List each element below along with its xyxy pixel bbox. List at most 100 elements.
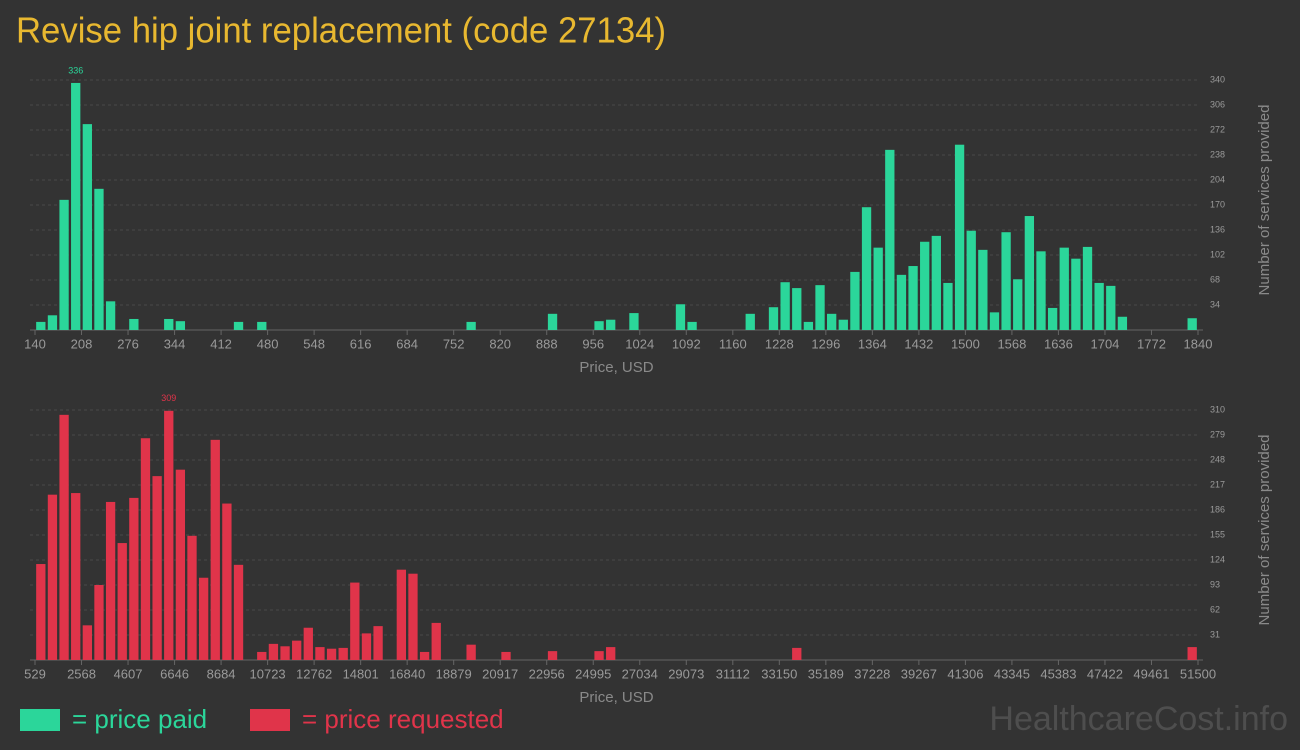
x-tick-label: 35189 — [808, 666, 844, 681]
bar — [233, 321, 244, 330]
bar — [187, 535, 197, 660]
y-tick-label: 31 — [1210, 629, 1220, 639]
y-tick-label: 62 — [1210, 604, 1220, 614]
bar — [547, 651, 558, 660]
bar — [175, 469, 186, 660]
x-tick-label: 4607 — [114, 666, 143, 681]
bar — [931, 235, 941, 330]
bar — [47, 494, 58, 660]
bar — [373, 626, 383, 660]
bar — [59, 414, 69, 660]
x-tick-label: 752 — [443, 336, 465, 351]
y-tick-label: 238 — [1210, 149, 1225, 159]
y-tick-label: 34 — [1210, 299, 1220, 309]
bar — [1082, 246, 1093, 330]
x-tick-label: 1024 — [625, 336, 654, 351]
bar — [547, 313, 558, 330]
bar — [198, 577, 209, 660]
bar — [94, 188, 104, 330]
bar — [233, 564, 244, 660]
x-axis-label: Price, USD — [579, 689, 653, 706]
x-tick-label: 344 — [164, 336, 186, 351]
bar — [210, 439, 220, 660]
bar — [257, 651, 267, 660]
bar — [792, 288, 802, 330]
y-tick-label: 93 — [1210, 579, 1220, 589]
bar — [594, 321, 604, 330]
x-tick-label: 6646 — [160, 666, 189, 681]
x-tick-label: 37228 — [854, 666, 890, 681]
bar — [257, 321, 267, 330]
bar — [36, 564, 46, 660]
bar — [466, 644, 476, 660]
x-tick-label: 1568 — [997, 336, 1026, 351]
bar — [989, 312, 1000, 330]
bar — [82, 124, 92, 330]
bar — [745, 313, 755, 330]
bar — [105, 501, 116, 660]
bar — [326, 648, 337, 660]
x-tick-label: 412 — [210, 336, 232, 351]
x-tick-label: 529 — [24, 666, 46, 681]
bar — [47, 315, 58, 330]
bar — [466, 321, 476, 330]
x-tick-label: 18879 — [436, 666, 472, 681]
legend-swatch — [250, 709, 290, 731]
x-axis-label: Price, USD — [579, 359, 653, 376]
bar — [1187, 647, 1197, 660]
bar — [954, 144, 965, 330]
bar — [978, 249, 988, 330]
x-tick-label: 140 — [24, 336, 46, 351]
watermark: HealthcareCost.info — [989, 700, 1288, 738]
bar — [838, 319, 848, 330]
bar — [606, 647, 616, 660]
bar — [268, 643, 279, 660]
bar — [117, 543, 127, 660]
bar — [1094, 282, 1104, 330]
bar — [629, 313, 639, 330]
x-tick-label: 1092 — [672, 336, 701, 351]
y-tick-label: 272 — [1210, 124, 1225, 134]
x-tick-label: 39267 — [901, 666, 937, 681]
y-tick-label: 340 — [1210, 74, 1225, 84]
y-tick-label: 204 — [1210, 174, 1225, 184]
bar — [1071, 258, 1081, 330]
bar — [338, 647, 348, 660]
bar — [594, 651, 604, 660]
bar — [164, 318, 174, 330]
legend-swatch — [20, 709, 60, 731]
x-tick-label: 548 — [303, 336, 325, 351]
bar — [966, 230, 976, 330]
x-tick-label: 27034 — [622, 666, 658, 681]
bar — [768, 307, 779, 330]
x-tick-label: 33150 — [761, 666, 797, 681]
bar — [1106, 285, 1116, 330]
bar — [361, 633, 372, 660]
bar — [1024, 216, 1035, 330]
bar — [687, 321, 697, 330]
bar — [885, 149, 895, 330]
y-axis-label: Number of services provided — [1256, 435, 1273, 626]
bar — [920, 241, 930, 330]
x-tick-label: 1704 — [1090, 336, 1119, 351]
bar — [908, 266, 918, 330]
x-tick-label: 16840 — [389, 666, 425, 681]
x-tick-label: 888 — [536, 336, 558, 351]
x-tick-label: 820 — [489, 336, 511, 351]
x-tick-label: 616 — [350, 336, 372, 351]
bar — [140, 438, 151, 660]
x-tick-label: 22956 — [529, 666, 565, 681]
y-tick-label: 102 — [1210, 249, 1225, 259]
y-axis-label: Number of services provided — [1256, 105, 1273, 296]
y-tick-label: 136 — [1210, 224, 1225, 234]
x-tick-label: 2568 — [67, 666, 96, 681]
bar — [164, 410, 174, 660]
x-tick-label: 49461 — [1133, 666, 1169, 681]
bar — [396, 569, 407, 660]
bar — [827, 313, 837, 330]
bar — [850, 271, 860, 330]
x-tick-label: 12762 — [296, 666, 332, 681]
x-tick-label: 29073 — [668, 666, 704, 681]
bar — [861, 207, 872, 330]
